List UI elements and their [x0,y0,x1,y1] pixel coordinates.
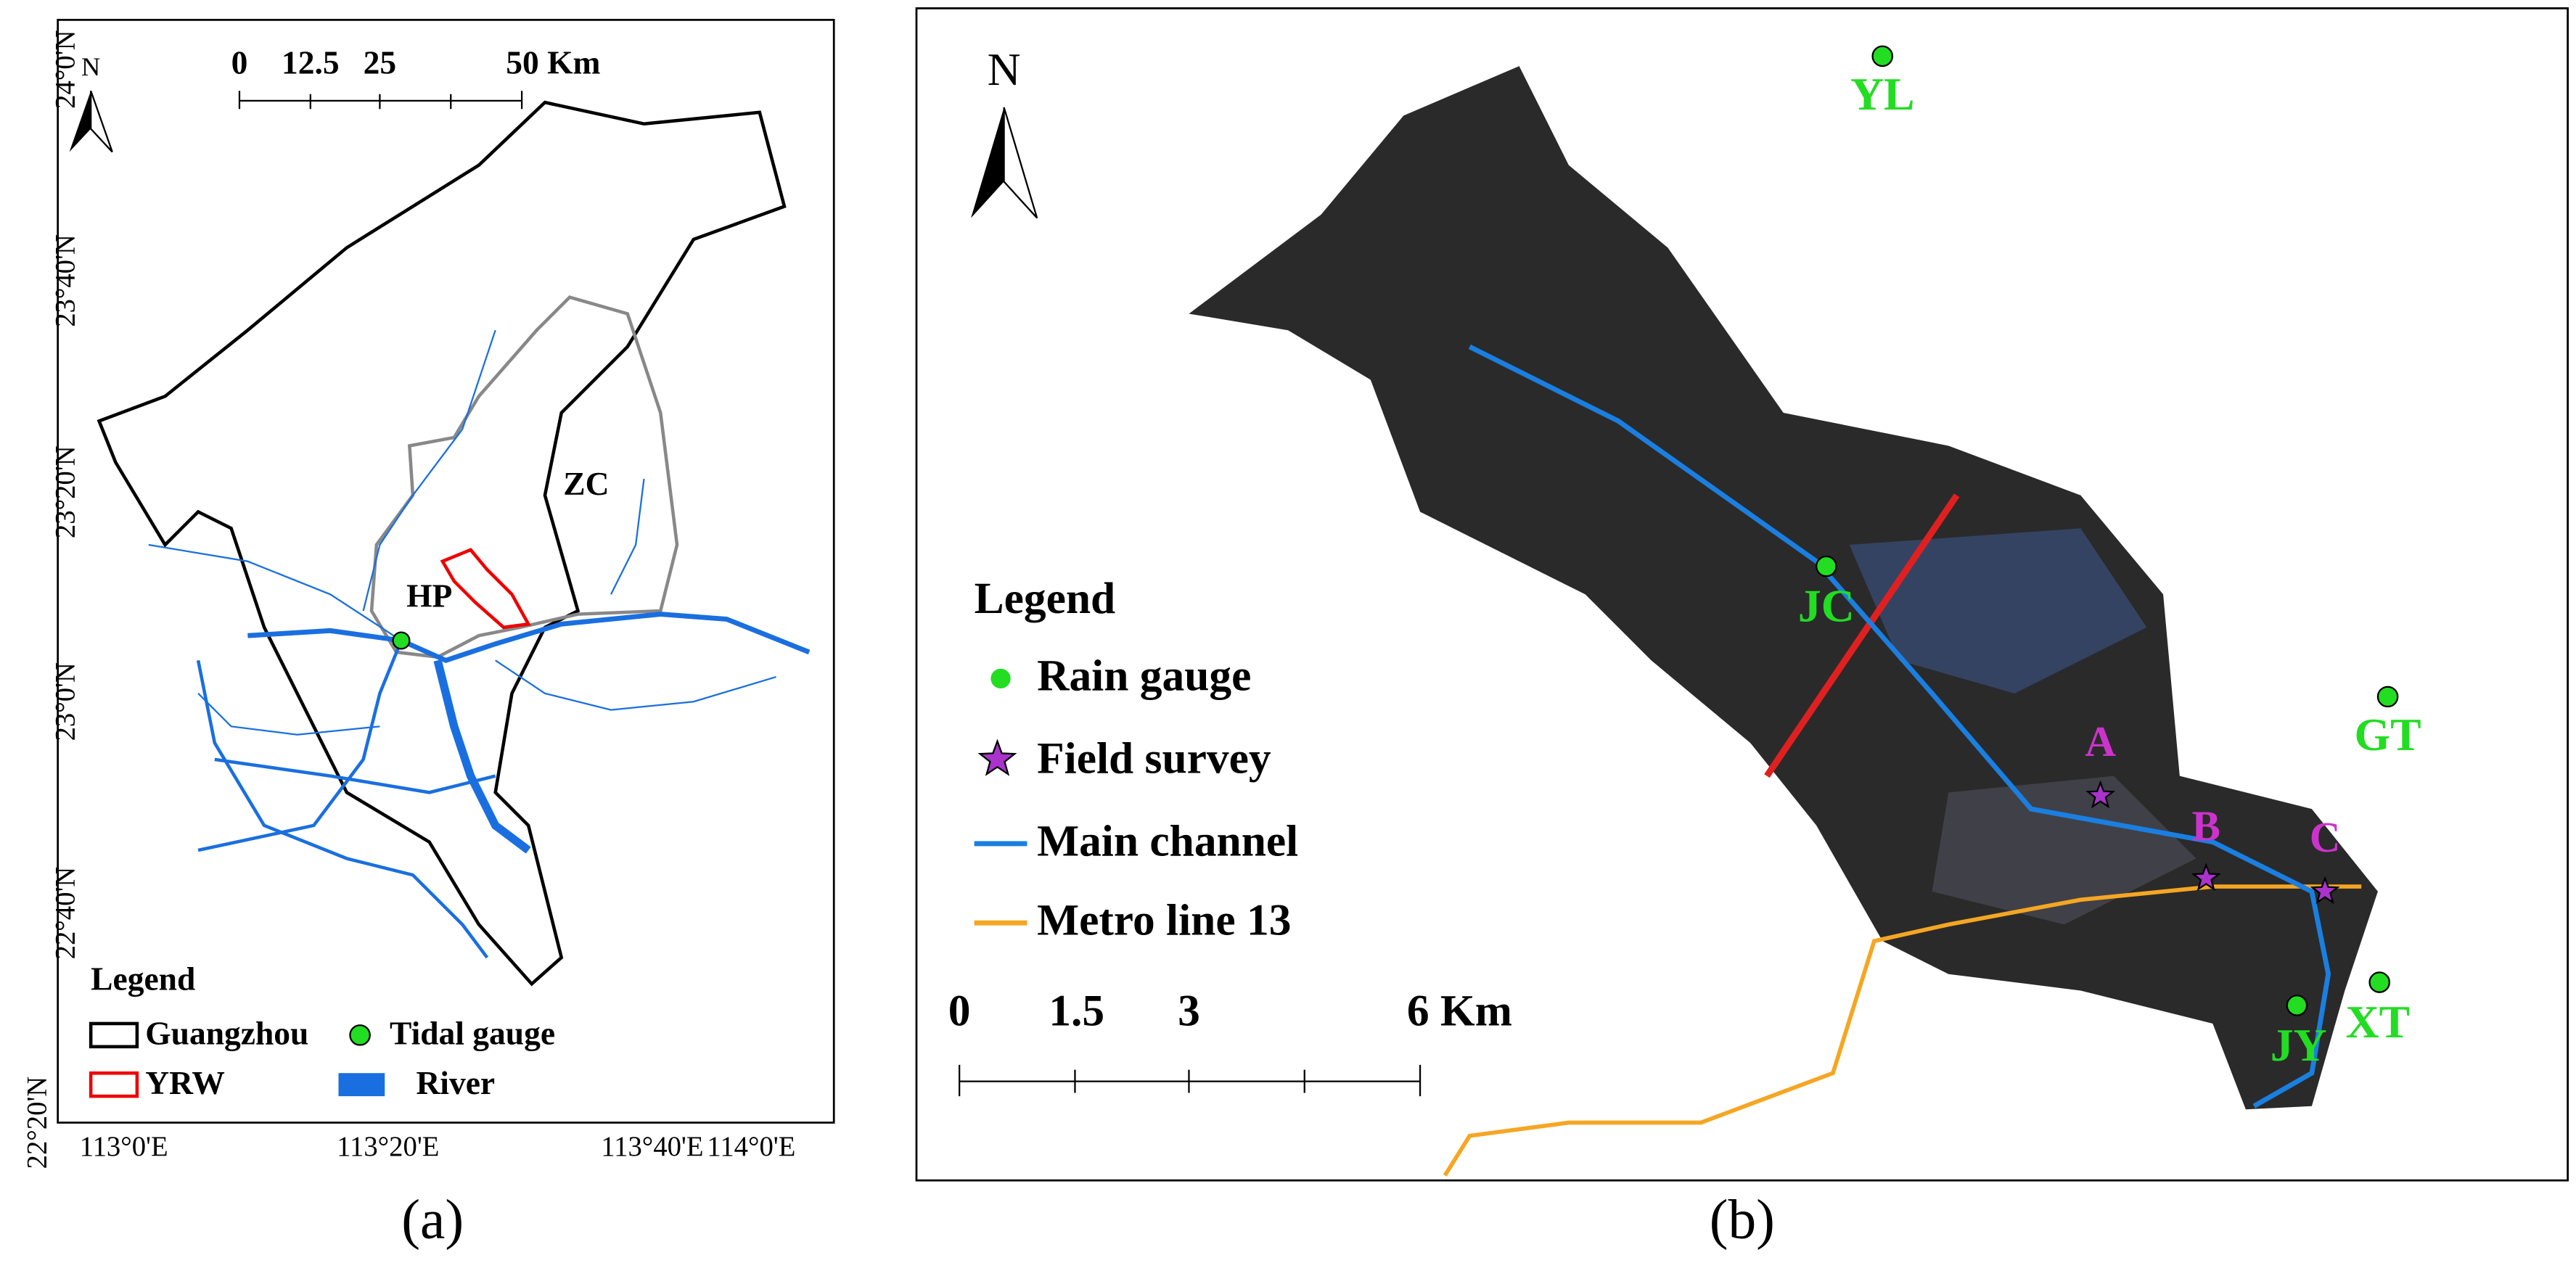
section-line [1764,493,1960,778]
panel-a: 24°0'N 23°40'N 23°20'N 23°0'N 22°40'N 22… [22,19,835,1250]
gauge-label: JY [2271,1019,2327,1071]
north-arrow [1003,107,1038,219]
watershed-imagery [1189,66,2378,1110]
north-arrow [90,90,113,153]
legend-symbol [338,1073,385,1097]
legend-item: Guangzhou [145,1015,308,1052]
lat-label: 23°40'N [50,234,81,327]
rivers [148,329,811,959]
lat-label: 23°0'N [50,662,81,741]
legend-title: Legend [91,960,195,997]
gauges: YL JC GT XT JY A B C [1798,45,2421,1071]
map-frame [57,19,835,1124]
tidal-gauge-marker [392,631,411,650]
map-frame [915,7,2569,1182]
rain-gauge [2286,995,2308,1016]
scale-label: 0 [948,987,971,1036]
imagery-patch [1932,776,2196,925]
north-arrow [69,91,91,152]
legend-item: River [416,1064,495,1101]
scale-bar [238,91,523,110]
gauge-label: GT [2355,709,2421,760]
lon-label: 113°40'E [601,1132,703,1162]
rain-gauge [2376,686,2399,708]
gauge-label: XT [2346,996,2411,1048]
survey-point [2191,863,2221,892]
rain-gauge [1816,555,1837,577]
imagery-patch [1849,528,2147,694]
survey-label: B [2192,802,2220,849]
scale-label: 12.5 [282,44,340,81]
north-label: N [81,52,100,81]
lat-label: 23°20'N [50,445,81,538]
scale-label: 25 [364,44,397,81]
legend-title: Legend [975,574,1116,623]
legend-item: Metro line 13 [1037,896,1291,945]
scale-label: 6 Km [1407,987,1512,1036]
legend-item: Field survey [1037,734,1271,783]
survey-point [2310,876,2340,905]
lat-label: 22°20'N [22,1077,53,1169]
gauge-label: JC [1798,580,1855,632]
scale-bar [959,1064,1422,1097]
legend-item: Tidal gauge [390,1015,555,1052]
lon-label: 113°20'E [337,1132,439,1162]
lon-label: 114°0'E [707,1132,795,1162]
main-channel [1468,344,2331,1108]
scale-label: 1.5 [1049,987,1104,1036]
scale-label: 3 [1178,987,1200,1036]
place-label: HP [406,577,452,614]
survey-point [2085,780,2116,809]
legend-symbol [89,1021,139,1049]
gauge-label: YL [1850,68,1915,120]
scale-label: 50 Km [506,44,600,81]
legend-item: Rain gauge [1037,651,1251,701]
legend-symbol [349,1024,371,1046]
legend-star [977,739,1017,776]
north-arrow [971,107,1004,218]
lat-label: 22°40'N [50,867,81,960]
metro-line [1443,884,2362,1177]
legend-symbol [990,668,1011,689]
rain-gauge [1871,45,1894,67]
north-label: N [988,44,1021,95]
panel-b: N YL JC GT XT JY A B C Legend Rain gauge Field … [915,7,2569,1250]
scale-label: 0 [231,44,248,81]
lon-label: 113°0'E [80,1132,168,1162]
caption: (b) [1710,1188,1775,1250]
legend-symbol [977,739,1017,776]
caption: (a) [401,1188,464,1250]
place-label: ZC [563,465,609,502]
legend-item: Main channel [1037,816,1298,865]
rain-gauge [2368,971,2390,993]
lat-label: 24°0'N [50,30,81,108]
survey-label: A [2085,717,2116,765]
legend-symbol [89,1071,139,1098]
guangzhou-boundary [97,100,787,987]
yrw-boundary [440,548,531,630]
survey-label: C [2310,813,2341,861]
legend-item: YRW [145,1064,225,1101]
